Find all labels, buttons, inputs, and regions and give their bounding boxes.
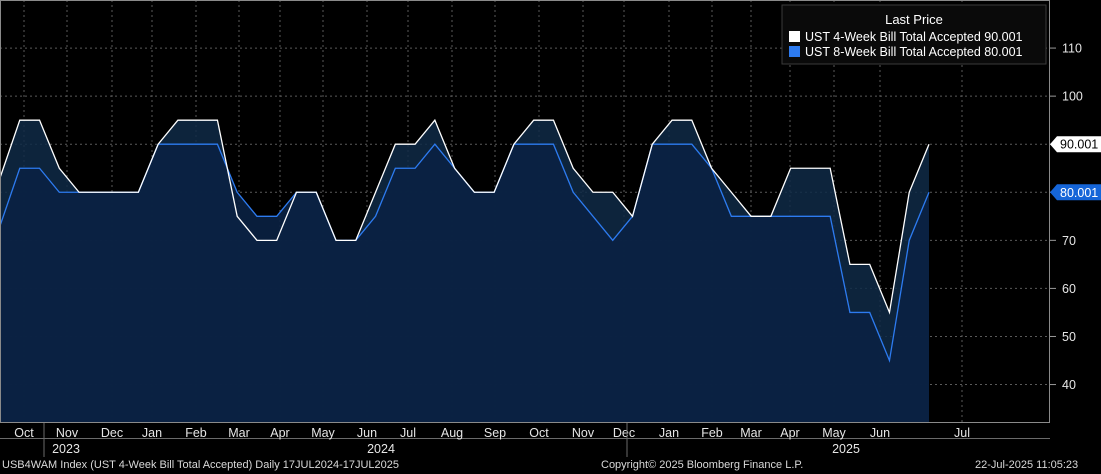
x-year-label: 2024 [367,442,395,456]
legend-box [781,4,1047,65]
x-tick-label: Oct [529,426,549,440]
x-tick-label: Jun [357,426,377,440]
x-tick-label: Jan [142,426,162,440]
legend-swatch-series-1 [789,31,800,42]
x-tick-label: Jun [870,426,890,440]
x-tick-label: Oct [14,426,34,440]
x-axis: Oct Nov Dec Jan Feb Mar Apr May Jun Jul Aug Sep Oct N… [14,423,970,457]
legend-swatch-series-2 [789,46,800,57]
y-tick-label: 70 [1062,234,1076,248]
x-tick-label: Sep [484,426,506,440]
y-tick-label: 100 [1062,90,1083,104]
footer-timestamp: 22-Jul-2025 11:05:23 [975,459,1079,471]
y-tick-label: 50 [1062,330,1076,344]
x-tick-label: Mar [228,426,250,440]
last-price-value-series-1: 90.001 [1060,138,1098,152]
chart-footer: USB4WAM Index (UST 4-Week Bill Total Acc… [0,457,1101,474]
plot-border [0,0,1050,423]
x-year-label: 2023 [52,442,80,456]
x-tick-label: Nov [572,426,595,440]
series-lines [0,118,930,363]
legend: Last Price UST 4-Week Bill Total Accepte… [781,4,1047,65]
series-2-area [0,144,929,424]
footer-copyright: Copyright© 2025 Bloomberg Finance L.P. [601,459,804,471]
x-tick-label: Jul [400,426,416,440]
x-year-label: 2025 [832,442,860,456]
x-tick-label: Nov [56,426,79,440]
x-tick-label: Apr [780,426,799,440]
y-tick-label: 110 [1062,42,1082,56]
legend-label-series-2: UST 8-Week Bill Total Accepted 80.001 [805,45,1023,59]
last-price-tag-series-1 [1050,136,1101,153]
x-tick-label: Mar [740,426,762,440]
x-tick-label: May [311,426,335,440]
x-tick-label: Aug [441,426,463,440]
series-area-fill [0,120,929,424]
x-tick-label: Apr [270,426,289,440]
x-tick-label: Feb [701,426,723,440]
last-price-tag-series-2 [1050,184,1101,201]
footer-ticker-info: USB4WAM Index (UST 4-Week Bill Total Acc… [2,459,400,471]
x-tick-label: Feb [185,426,207,440]
legend-title: Last Price [885,12,943,27]
y-tick-label: 60 [1062,282,1076,296]
x-tick-label: May [822,426,846,440]
series-1-line [0,118,930,315]
last-price-tags: 90.001 80.001 [1050,136,1101,201]
x-tick-label: Jan [659,426,679,440]
x-tick-label: Jul [954,426,970,440]
y-tick-label: 40 [1062,378,1076,392]
x-tick-label: Dec [613,426,635,440]
legend-label-series-1: UST 4-Week Bill Total Accepted 90.001 [805,30,1023,44]
last-price-value-series-2: 80.001 [1060,186,1098,200]
x-tick-label: Dec [101,426,123,440]
